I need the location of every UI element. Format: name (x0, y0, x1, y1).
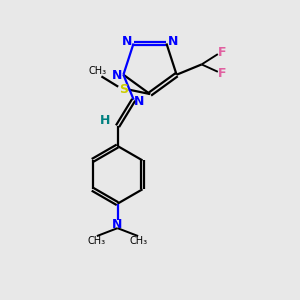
Text: N: N (134, 95, 144, 108)
Text: CH₃: CH₃ (88, 236, 106, 246)
Text: H: H (100, 115, 110, 128)
Text: N: N (168, 35, 178, 49)
Text: N: N (112, 69, 122, 82)
Text: F: F (218, 67, 226, 80)
Text: S: S (119, 82, 128, 95)
Text: CH₃: CH₃ (89, 66, 107, 76)
Text: N: N (112, 218, 123, 231)
Text: F: F (218, 46, 226, 59)
Text: CH₃: CH₃ (129, 236, 147, 246)
Text: N: N (122, 35, 132, 49)
